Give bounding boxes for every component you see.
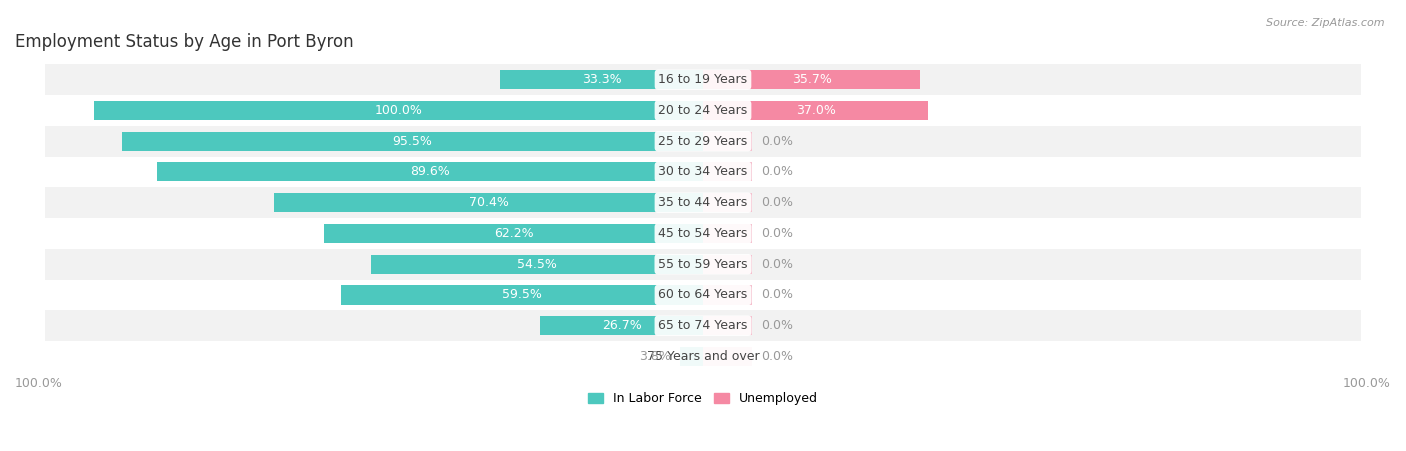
Text: 60 to 64 Years: 60 to 64 Years xyxy=(658,289,748,301)
Bar xyxy=(45,95,1361,126)
Bar xyxy=(703,193,752,212)
Bar xyxy=(340,285,703,304)
Bar xyxy=(703,285,752,304)
Text: 0.0%: 0.0% xyxy=(761,258,793,271)
Bar xyxy=(703,316,752,335)
Text: 100.0%: 100.0% xyxy=(1343,377,1391,391)
Text: 37.0%: 37.0% xyxy=(796,104,835,117)
Bar xyxy=(703,347,752,366)
Text: 70.4%: 70.4% xyxy=(468,196,509,209)
Text: 100.0%: 100.0% xyxy=(15,377,63,391)
Legend: In Labor Force, Unemployed: In Labor Force, Unemployed xyxy=(583,387,823,410)
Bar xyxy=(45,310,1361,341)
Text: 59.5%: 59.5% xyxy=(502,289,541,301)
Bar xyxy=(501,70,703,89)
Bar xyxy=(45,64,1361,95)
Bar xyxy=(121,132,703,151)
Text: 30 to 34 Years: 30 to 34 Years xyxy=(658,166,748,179)
Text: 3.8%: 3.8% xyxy=(638,350,671,363)
Bar xyxy=(274,193,703,212)
Bar xyxy=(45,187,1361,218)
Bar xyxy=(94,101,703,120)
Bar xyxy=(703,224,752,243)
Bar xyxy=(325,224,703,243)
Bar xyxy=(681,347,703,366)
Text: 0.0%: 0.0% xyxy=(761,227,793,240)
Text: 0.0%: 0.0% xyxy=(761,289,793,301)
Text: Employment Status by Age in Port Byron: Employment Status by Age in Port Byron xyxy=(15,33,354,51)
Bar xyxy=(703,70,921,89)
Bar xyxy=(703,101,928,120)
Bar xyxy=(540,316,703,335)
Bar xyxy=(45,280,1361,310)
Text: 55 to 59 Years: 55 to 59 Years xyxy=(658,258,748,271)
Text: 75 Years and over: 75 Years and over xyxy=(647,350,759,363)
Text: 26.7%: 26.7% xyxy=(602,319,641,332)
Text: 45 to 54 Years: 45 to 54 Years xyxy=(658,227,748,240)
Bar xyxy=(45,156,1361,187)
Text: 65 to 74 Years: 65 to 74 Years xyxy=(658,319,748,332)
Bar xyxy=(45,341,1361,372)
Text: 0.0%: 0.0% xyxy=(761,196,793,209)
Bar xyxy=(371,255,703,274)
Text: 0.0%: 0.0% xyxy=(761,319,793,332)
Text: 95.5%: 95.5% xyxy=(392,135,432,147)
Text: 100.0%: 100.0% xyxy=(374,104,423,117)
Text: 0.0%: 0.0% xyxy=(761,166,793,179)
Text: 54.5%: 54.5% xyxy=(517,258,557,271)
Bar xyxy=(703,255,752,274)
Text: Source: ZipAtlas.com: Source: ZipAtlas.com xyxy=(1267,18,1385,28)
Text: 20 to 24 Years: 20 to 24 Years xyxy=(658,104,748,117)
Text: 89.6%: 89.6% xyxy=(411,166,450,179)
Text: 0.0%: 0.0% xyxy=(761,350,793,363)
Text: 25 to 29 Years: 25 to 29 Years xyxy=(658,135,748,147)
Text: 35 to 44 Years: 35 to 44 Years xyxy=(658,196,748,209)
Bar xyxy=(45,249,1361,280)
Text: 35.7%: 35.7% xyxy=(792,73,831,86)
Bar xyxy=(45,218,1361,249)
Bar xyxy=(703,162,752,181)
Bar xyxy=(157,162,703,181)
Bar xyxy=(45,126,1361,156)
Text: 0.0%: 0.0% xyxy=(761,135,793,147)
Text: 33.3%: 33.3% xyxy=(582,73,621,86)
Text: 62.2%: 62.2% xyxy=(494,227,533,240)
Text: 16 to 19 Years: 16 to 19 Years xyxy=(658,73,748,86)
Bar xyxy=(703,132,752,151)
